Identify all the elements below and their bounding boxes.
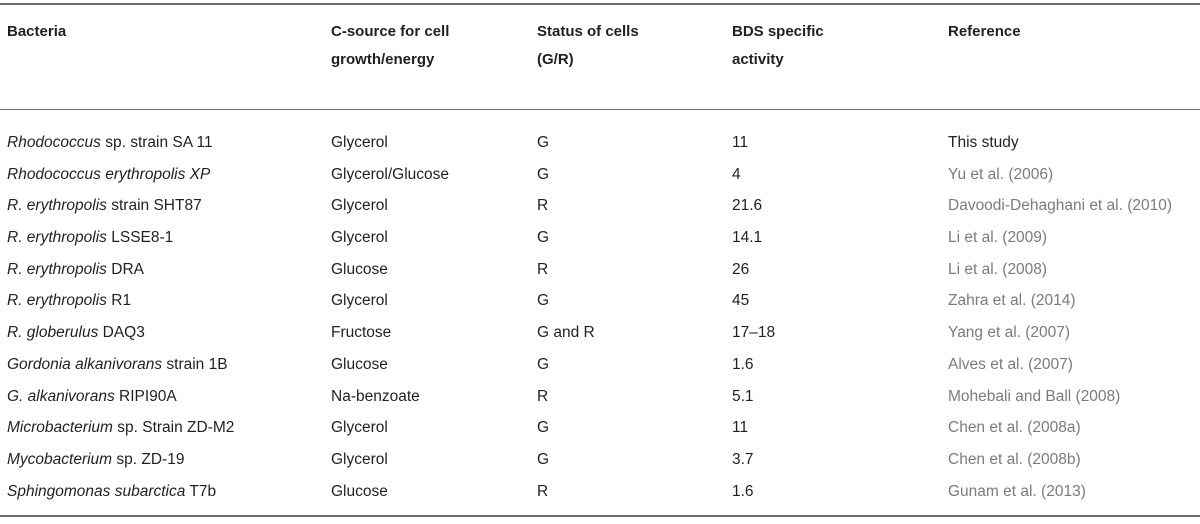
cell-c-source: Fructose [331,324,392,342]
table-row: Gordonia alkanivorans strain 1B Glucose … [0,349,1200,381]
cell-bacteria: Sphingomonas subarctica T7b [7,482,217,500]
cell-reference-link[interactable]: Chen et al. (2008b) [948,450,1081,468]
cell-bds-activity: 4 [732,165,741,183]
cell-bacteria: Mycobacterium sp. ZD-19 [7,450,185,468]
header-bds-activity: BDS specific activity [732,23,824,68]
table-row: R. erythropolis LSSE8-1 Glycerol G 14.1 … [0,222,1200,254]
table-row: Mycobacterium sp. ZD-19 Glycerol G 3.7 C… [0,444,1200,476]
cell-c-source: Glycerol [331,450,388,468]
cell-bacteria: G. alkanivorans RIPI90A [7,387,177,405]
cell-status: R [537,482,549,500]
table-body: Rhodococcus sp. strain SA 11 Glycerol G … [0,127,1200,507]
cell-status: G [537,292,550,310]
cell-bds-activity: 21.6 [732,197,763,215]
cell-bds-activity: 1.6 [732,482,754,500]
header-reference: Reference [948,23,1021,40]
header-bacteria: Bacteria [7,23,67,40]
cell-c-source: Glucose [331,260,388,278]
cell-reference-link[interactable]: Li et al. (2008) [948,260,1048,278]
cell-c-source: Glycerol [331,197,388,215]
cell-c-source: Glucose [331,355,388,373]
cell-reference-link[interactable]: Chen et al. (2008a) [948,419,1081,437]
table-top-rule [0,3,1200,5]
cell-bds-activity: 26 [732,260,750,278]
cell-reference: This study [948,134,1019,151]
cell-bacteria: R. globerulus DAQ3 [7,324,145,342]
cell-c-source: Glucose [331,482,388,500]
cell-bacteria: R. erythropolis R1 [7,292,132,310]
table-header-rule [0,109,1200,110]
table-row: G. alkanivorans RIPI90A Na-benzoate R 5.… [0,381,1200,413]
cell-status: G [537,450,550,468]
cell-bds-activity: 14.1 [732,229,763,247]
cell-bacteria: Gordonia alkanivorans strain 1B [7,355,228,373]
cell-bacteria: R. erythropolis strain SHT87 [7,197,202,215]
cell-bacteria: R. erythropolis LSSE8-1 [7,229,174,247]
cell-c-source: Glycerol [331,292,388,310]
table-row: Sphingomonas subarctica T7b Glucose R 1.… [0,476,1200,508]
cell-bds-activity: 45 [732,292,750,310]
table-header-row: Bacteria C-source for cell growth/energy… [0,18,1200,78]
cell-reference-link[interactable]: Mohebali and Ball (2008) [948,387,1121,405]
cell-c-source: Glycerol/Glucose [331,165,450,183]
table-row: Rhodococcus erythropolis XP Glycerol/Glu… [0,159,1200,191]
cell-c-source: Glycerol [331,229,388,247]
cell-bds-activity: 3.7 [732,450,754,468]
table-row: R. erythropolis strain SHT87 Glycerol R … [0,190,1200,222]
table-row: Rhodococcus sp. strain SA 11 Glycerol G … [0,127,1200,159]
cell-status: G [537,355,550,373]
cell-bacteria: Microbacterium sp. Strain ZD-M2 [7,419,235,437]
table-bottom-rule [0,515,1200,517]
cell-bacteria: Rhodococcus sp. strain SA 11 [7,134,213,151]
cell-status: R [537,197,549,215]
cell-reference-link[interactable]: Zahra et al. (2014) [948,292,1076,310]
cell-bacteria: Rhodococcus erythropolis XP [7,165,211,183]
cell-reference-link[interactable]: Yang et al. (2007) [948,324,1071,342]
cell-reference-link[interactable]: Gunam et al. (2013) [948,482,1086,500]
header-status: Status of cells (G/R) [537,23,639,68]
cell-reference-link[interactable]: Davoodi-Dehaghani et al. (2010) [948,197,1173,215]
table-row: R. globerulus DAQ3 Fructose G and R 17–1… [0,317,1200,349]
table-row: R. erythropolis DRA Glucose R 26 Li et a… [0,254,1200,286]
cell-c-source: Glycerol [331,134,388,151]
cell-c-source: Glycerol [331,419,388,437]
cell-status: R [537,387,549,405]
cell-bds-activity: 11 [732,419,749,437]
header-c-source: C-source for cell growth/energy [331,23,450,68]
table-row: Microbacterium sp. Strain ZD-M2 Glycerol… [0,412,1200,444]
cell-bds-activity: 5.1 [732,387,754,405]
cell-bds-activity: 17–18 [732,324,776,342]
cell-reference-link[interactable]: Alves et al. (2007) [948,355,1073,373]
cell-status: G and R [537,324,595,342]
cell-c-source: Na-benzoate [331,387,420,405]
cell-status: R [537,260,549,278]
cell-status: G [537,134,550,151]
cell-bds-activity: 1.6 [732,355,754,373]
cell-bds-activity: 11 [732,134,749,151]
cell-status: G [537,165,550,183]
cell-bacteria: R. erythropolis DRA [7,260,144,278]
cell-status: G [537,229,550,247]
cell-reference-link[interactable]: Li et al. (2009) [948,229,1048,247]
table-row: R. erythropolis R1 Glycerol G 45 Zahra e… [0,285,1200,317]
cell-status: G [537,419,550,437]
cell-reference-link[interactable]: Yu et al. (2006) [948,165,1054,183]
